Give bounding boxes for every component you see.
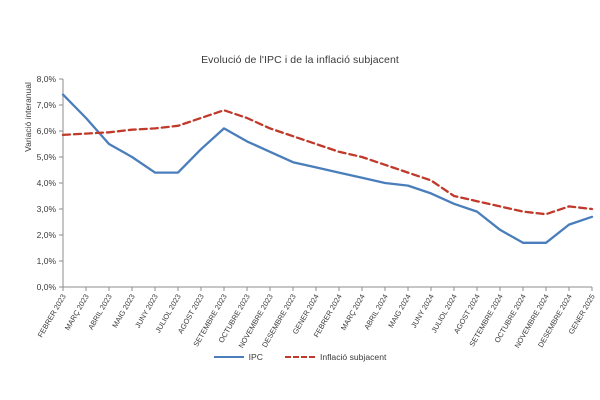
- legend-item-ipc[interactable]: IPC: [213, 352, 263, 362]
- chart-title: Evolució de l'IPC i de la inflació subja…: [201, 54, 399, 66]
- series-lines: [61, 93, 594, 244]
- legend-item-inflacio-subjacent[interactable]: Inflació subjacent: [284, 352, 387, 362]
- legend-swatch-inflacio-subjacent: [284, 356, 315, 358]
- x-tick-label: FEBRER 2023: [36, 293, 68, 339]
- y-tick-label: 5,0%: [37, 152, 57, 162]
- y-tick-label: 7,0%: [37, 100, 57, 110]
- y-tick-label: 3,0%: [37, 204, 57, 214]
- y-tick-label: 0,0%: [37, 282, 57, 292]
- y-tick-label: 2,0%: [37, 230, 57, 240]
- legend-label-ipc: IPC: [248, 352, 263, 362]
- series-line: [61, 109, 594, 216]
- y-tick-label: 1,0%: [37, 256, 57, 266]
- legend-swatch-ipc: [213, 356, 244, 358]
- y-tick-label: 6,0%: [37, 126, 57, 136]
- chart-legend: IPC Inflació subjacent: [0, 352, 600, 362]
- y-tick-label: 8,0%: [37, 74, 57, 84]
- legend-label-inflacio-subjacent: Inflació subjacent: [319, 352, 387, 362]
- y-axis: 0,0% 1,0% 2,0% 3,0% 4,0% 5,0% 6,0% 7,0% 8,0%: [37, 74, 64, 292]
- y-tick-label: 4,0%: [37, 178, 57, 188]
- series-line: [61, 93, 594, 244]
